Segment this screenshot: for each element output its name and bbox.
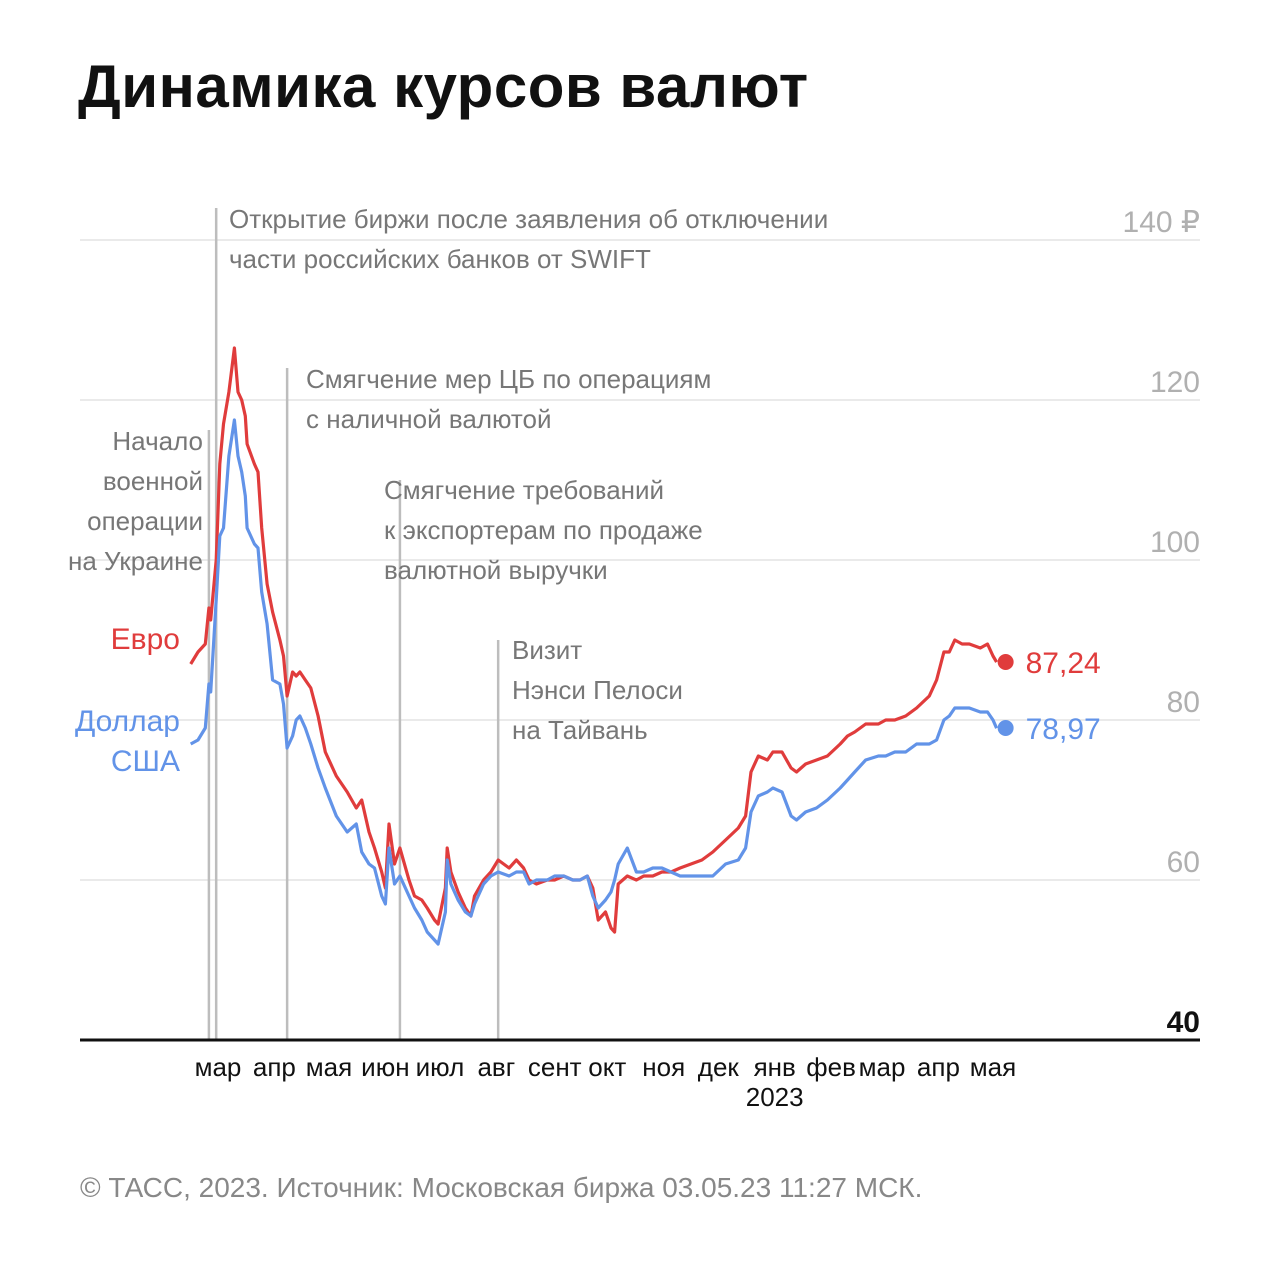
x-tick-label: июн	[361, 1052, 409, 1082]
event-annotation-text: Нэнси Пелоси	[512, 675, 683, 705]
event-annotation-text: с наличной валютой	[306, 404, 552, 434]
event-annotation-text: Начало	[112, 426, 203, 456]
event-annotation-text: Открытие биржи после заявления об отключ…	[229, 204, 828, 234]
usd-series-label: Доллар	[75, 705, 180, 738]
source-footer: © ТАСС, 2023. Источник: Московская биржа…	[80, 1172, 923, 1203]
event-annotation-text: валютной выручки	[384, 555, 608, 585]
x-tick-label: апр	[253, 1052, 296, 1082]
x-year-label: 2023	[746, 1082, 804, 1112]
y-tick-label: 100	[1150, 526, 1200, 559]
x-tick-label: апр	[917, 1052, 960, 1082]
event-annotation-text: части российских банков от SWIFT	[229, 244, 651, 274]
y-tick-label: 120	[1150, 366, 1200, 399]
x-tick-label: мар	[195, 1052, 242, 1082]
usd-end-value: 78,97	[1026, 713, 1101, 746]
usd-end-point	[997, 720, 1014, 736]
x-tick-label: окт	[588, 1052, 626, 1082]
y-tick-label: 140 ₽	[1123, 206, 1200, 239]
event-annotation-text: Визит	[512, 635, 582, 665]
x-tick-label: авг	[477, 1052, 515, 1082]
x-tick-label: фев	[806, 1052, 856, 1082]
usd-series-line	[189, 418, 999, 946]
event-annotation-text: Смягчение мер ЦБ по операциям	[306, 364, 711, 394]
euro-end-point	[997, 654, 1014, 670]
event-annotation-text: Смягчение требований	[384, 475, 664, 505]
euro-end-value: 87,24	[1026, 647, 1101, 680]
y-tick-label: 80	[1167, 686, 1200, 719]
page-title: Динамика курсов валют	[78, 53, 809, 120]
x-tick-label: ноя	[642, 1052, 685, 1082]
usd-series-label: США	[111, 745, 180, 778]
event-annotation-text: на Тайвань	[512, 715, 648, 745]
event-annotation-text: к экспортерам по продаже	[384, 515, 703, 545]
x-tick-label: мар	[859, 1052, 906, 1082]
event-annotation-text: военной	[103, 466, 203, 496]
y-tick-label: 60	[1167, 846, 1200, 879]
y-tick-label: 40	[1167, 1006, 1200, 1039]
x-tick-label: мая	[306, 1052, 352, 1082]
x-tick-label: мая	[970, 1052, 1016, 1082]
x-tick-label: дек	[698, 1052, 740, 1082]
euro-series-line	[189, 346, 998, 934]
euro-series-label: Евро	[111, 623, 180, 656]
event-annotation-text: на Украине	[68, 546, 203, 576]
event-annotation-text: операции	[87, 506, 203, 536]
x-tick-label: сент	[528, 1052, 582, 1082]
x-tick-label: янв	[754, 1052, 796, 1082]
x-tick-label: июл	[416, 1052, 465, 1082]
